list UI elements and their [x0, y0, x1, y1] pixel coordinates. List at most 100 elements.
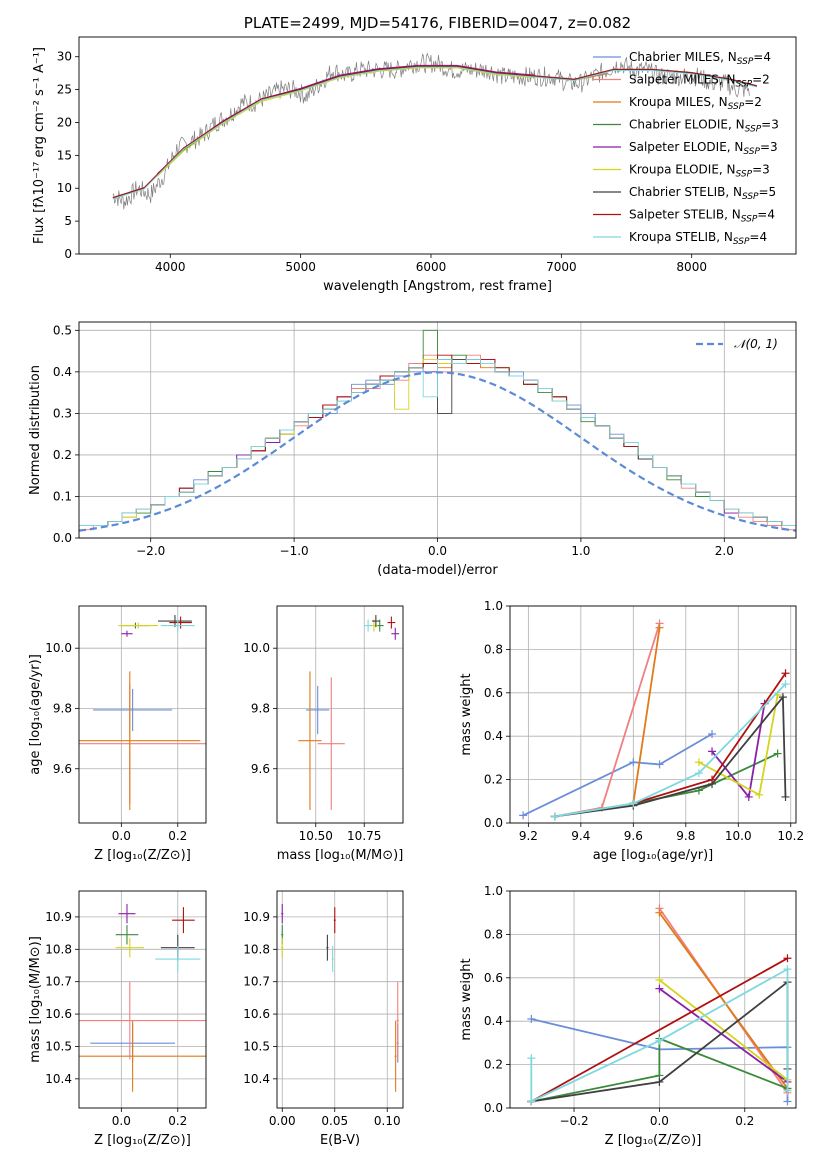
- x-tick-label: 0.2: [735, 1114, 754, 1128]
- y-tick-label: 0.8: [484, 642, 503, 656]
- x-tick-label: 9.8: [676, 829, 695, 843]
- y-tick-label: 0.0: [53, 531, 72, 545]
- errorbar-point: [326, 934, 329, 961]
- y-tick-label: 1.0: [484, 884, 503, 898]
- weight-series: [655, 975, 792, 1084]
- x-tick-label: 9.4: [571, 829, 590, 843]
- y-axis-label: Flux [fλ10⁻¹⁷ erg cm⁻² s⁻¹ A⁻¹]: [32, 47, 47, 244]
- weight-marker: [655, 623, 664, 632]
- weight-marker: [694, 758, 703, 767]
- y-tick-label: 25: [57, 83, 72, 97]
- errorbar-point: [155, 946, 201, 972]
- errorbar-point: [281, 903, 284, 924]
- x-axis-label: Z [log₁₀(Z/Z⊙)]: [94, 848, 191, 863]
- axes-frame: [509, 605, 797, 824]
- errorbar-point: [115, 925, 139, 945]
- x-tick-label: 0.2: [168, 829, 187, 843]
- errorbar-point: [118, 622, 159, 629]
- plot-area: [527, 904, 792, 1106]
- errorbar-point: [394, 1020, 397, 1092]
- y-tick-label: 10.5: [45, 1039, 72, 1053]
- errorbar-point: [364, 619, 372, 632]
- weight-marker: [527, 1054, 536, 1063]
- weight-marker: [783, 1097, 792, 1106]
- x-tick-label: 8000: [676, 260, 707, 274]
- axes-frame: [276, 890, 404, 1109]
- x-tick-label: 7000: [546, 260, 577, 274]
- y-tick-label: 10.7: [45, 975, 72, 989]
- legend-entry: Kroupa STELIB, NSSP=4: [593, 230, 767, 247]
- y-tick-label: 10.8: [45, 942, 72, 956]
- weight-marker: [708, 730, 717, 739]
- panel-6: 0.0 0.2 10.4 10.5 10.6 10.7 10.8 10.9 Z [log₁₀(Z…: [28, 890, 207, 1148]
- weight-marker: [655, 908, 664, 917]
- axes-frame: [509, 890, 797, 1109]
- y-tick-label: 15: [57, 148, 72, 162]
- weight-line: [530, 957, 788, 1103]
- y-tick-label: 10.9: [45, 910, 72, 924]
- axes-frame: [276, 605, 404, 824]
- model-spectrum-line: [156, 66, 536, 176]
- weight-series: [519, 730, 717, 820]
- panel-4: 10.50 10.75 9.6 9.8 10.0 mass [log₁₀(M/M⊙)]: [243, 605, 404, 863]
- weight-marker: [655, 1036, 664, 1045]
- weight-line: [554, 623, 661, 818]
- y-tick-label: 9.6: [53, 762, 72, 776]
- weight-marker: [527, 1015, 536, 1024]
- axes-frame: [78, 321, 797, 539]
- y-tick-label: 0.3: [53, 406, 72, 420]
- x-axis-label: Z [log₁₀(Z/Z⊙)]: [94, 1133, 191, 1148]
- y-tick-label: 9.8: [53, 701, 72, 715]
- errorbar-point: [281, 937, 284, 958]
- errorbar-point: [391, 627, 400, 640]
- y-tick-label: 9.8: [251, 701, 270, 715]
- y-tick-label: 1.0: [484, 599, 503, 613]
- weight-marker: [778, 693, 787, 702]
- x-axis-label: age [log₁₀(age/yr)]: [593, 848, 714, 863]
- errorbar-point: [331, 946, 334, 972]
- errorbar-point: [79, 671, 201, 811]
- errorbar-point: [317, 677, 345, 811]
- x-tick-label: 1.0: [571, 544, 590, 558]
- weight-series: [527, 965, 792, 1106]
- errorbar-point: [172, 907, 195, 934]
- weight-marker: [781, 680, 790, 689]
- x-tick-label: −0.2: [559, 1114, 588, 1128]
- y-tick-label: 10.9: [243, 910, 270, 924]
- plot-area: [281, 903, 399, 1092]
- x-tick-label: 10.2: [777, 829, 804, 843]
- panel-7: 0.00 0.05 0.10 10.4 10.5 10.6 10.7 10.8 10.9 E(B-…: [243, 890, 404, 1148]
- weight-line: [522, 733, 713, 817]
- y-tick-label: 0.0: [484, 1101, 503, 1115]
- legend-entry: Kroupa ELODIE, NSSP=3: [593, 163, 770, 180]
- y-tick-label: 10.0: [45, 641, 72, 655]
- x-tick-label: 10.0: [725, 829, 752, 843]
- x-tick-label: 0.0: [650, 1114, 669, 1128]
- errorbar-point: [121, 630, 133, 637]
- weight-marker: [783, 1086, 792, 1095]
- axes-frame: [78, 36, 797, 255]
- weight-marker: [629, 758, 638, 767]
- weight-series: [550, 680, 790, 821]
- plot-area: [112, 52, 758, 210]
- x-tick-label: 0.05: [321, 1114, 348, 1128]
- weight-marker: [550, 812, 559, 821]
- weight-line: [632, 627, 661, 804]
- errorbar-point: [298, 671, 322, 811]
- y-tick-label: 0.2: [484, 1058, 503, 1072]
- errorbar-point: [396, 981, 399, 1060]
- weight-marker: [783, 954, 792, 963]
- errorbar-point: [169, 616, 192, 629]
- panel-8: −0.2 0.0 0.2 0.0 0.2 0.4 0.6 0.8 1.0 Z [log₁₀(Z/Z…: [459, 884, 797, 1148]
- y-tick-label: 0.6: [484, 971, 503, 985]
- y-tick-label: 0.4: [484, 1014, 503, 1028]
- x-tick-label: 0.0: [428, 544, 447, 558]
- x-axis-label: E(B-V): [320, 1133, 360, 1148]
- x-tick-label: 0.2: [168, 1114, 187, 1128]
- axes-frame: [78, 890, 207, 1109]
- axes-frame: [78, 605, 207, 824]
- model-spectrum-line: [112, 66, 758, 200]
- chart-title: PLATE=2499, MJD=54176, FIBERID=0047, z=0…: [244, 14, 631, 32]
- weight-series: [550, 693, 790, 821]
- weight-marker: [781, 792, 790, 801]
